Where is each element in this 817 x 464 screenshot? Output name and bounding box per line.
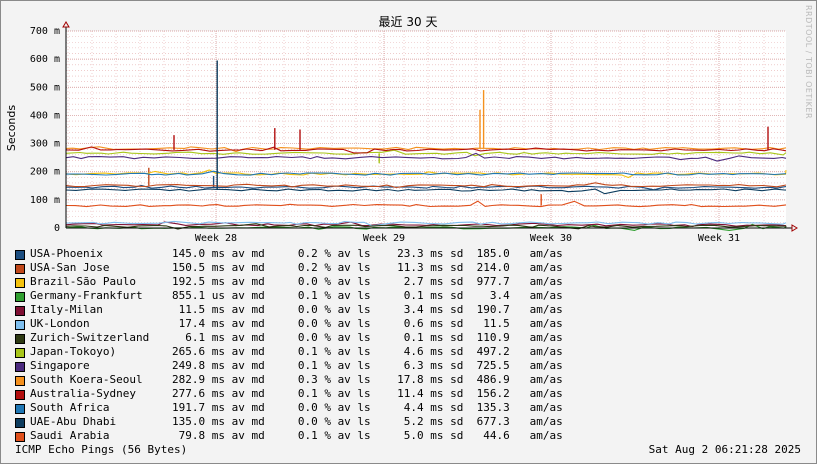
legend-series-stats: 855.1 us av md 0.1 % av ls 0.1 ms sd 3.4…	[172, 289, 563, 302]
y-tick-label: 500 m	[30, 82, 60, 93]
legend-swatch	[15, 320, 25, 330]
y-tick-label: 200 m	[30, 167, 60, 178]
x-tick-label: Week 31	[698, 233, 740, 244]
legend-swatch	[15, 292, 25, 302]
series-line	[65, 223, 787, 230]
x-tick-label: Week 28	[195, 233, 237, 244]
footer-description: ICMP Echo Pings (56 Bytes)	[15, 443, 188, 456]
legend-swatch	[15, 432, 25, 442]
legend-series-name: USA-Phoenix	[30, 247, 103, 260]
legend-series-stats: 17.4 ms av md 0.0 % av ls 0.6 ms sd 11.5…	[172, 317, 563, 330]
series-line	[65, 221, 787, 228]
series-line	[65, 149, 787, 157]
ping-chart: 最近 30 天 Seconds RRDTOOL / TOBI OETIKER 0…	[5, 5, 813, 244]
legend-series-name: USA-San Jose	[30, 261, 110, 274]
legend-series-name: Japan-Tokoyo)	[30, 345, 117, 358]
legend-series-stats: 135.0 ms av md 0.0 % av ls 5.2 ms sd 677…	[172, 415, 563, 428]
legend-series-name: Singapore	[30, 359, 90, 372]
legend-series-stats: 145.0 ms av md 0.2 % av ls 23.3 ms sd 18…	[172, 247, 563, 260]
legend-series-stats: 150.5 ms av md 0.2 % av ls 11.3 ms sd 21…	[172, 261, 563, 274]
series-line	[65, 184, 787, 191]
footer-timestamp: Sat Aug 2 06:21:28 2025	[648, 443, 801, 456]
legend-series-stats: 79.8 ms av md 0.1 % av ls 5.0 ms sd 44.6…	[172, 429, 563, 442]
legend-series-name: UK-London	[30, 317, 90, 330]
legend-swatch	[15, 306, 25, 316]
legend-swatch	[15, 264, 25, 274]
legend-swatch	[15, 278, 25, 288]
legend-series-stats: 265.6 ms av md 0.1 % av ls 4.6 ms sd 497…	[172, 345, 563, 358]
y-axis-arrow	[62, 21, 70, 28]
legend-series-name: UAE-Abu Dhabi	[30, 415, 117, 428]
y-tick-label: 0	[54, 223, 60, 234]
y-tick-label: 700 m	[30, 26, 60, 37]
series-line	[65, 200, 787, 208]
series-line	[65, 170, 787, 176]
legend-series-stats: 277.6 ms av md 0.1 % av ls 11.4 ms sd 15…	[172, 387, 563, 400]
y-tick-label: 400 m	[30, 110, 60, 121]
legend-series-stats: 282.9 ms av md 0.3 % av ls 17.8 ms sd 48…	[172, 373, 563, 386]
legend-series-name: South Africa	[30, 401, 110, 414]
legend-series-stats: 11.5 ms av md 0.0 % av ls 3.4 ms sd 190.…	[172, 303, 563, 316]
y-tick-label: 100 m	[30, 195, 60, 206]
x-tick-label: Week 30	[530, 233, 572, 244]
rrdtool-watermark: RRDTOOL / TOBI OETIKER	[804, 5, 813, 119]
legend-swatch	[15, 376, 25, 386]
legend-swatch	[15, 334, 25, 344]
legend-series-name: South Koera-Seoul	[30, 373, 143, 386]
legend-swatch	[15, 418, 25, 428]
series-line	[65, 220, 787, 227]
legend-series-name: Zurich-Switzerland	[30, 331, 150, 344]
series-line	[65, 182, 787, 189]
legend-swatch	[15, 250, 25, 260]
legend-swatch	[15, 362, 25, 372]
y-tick-label: 300 m	[30, 139, 60, 150]
series-line	[65, 188, 787, 195]
y-tick-label: 600 m	[30, 54, 60, 65]
series-line	[65, 146, 787, 154]
legend-series-name: Australia-Sydney	[30, 387, 136, 400]
chart-title: 最近 30 天	[379, 15, 438, 29]
legend-series-stats: 6.1 ms av md 0.0 % av ls 0.1 ms sd 110.9…	[172, 331, 563, 344]
series-line	[65, 152, 787, 162]
x-axis-arrow	[791, 224, 798, 232]
legend-series-name: Brazil-São Paulo	[30, 275, 136, 288]
legend-series-name: Saudi Arabia	[30, 429, 110, 442]
y-axis-label: Seconds	[5, 105, 18, 151]
legend-swatch	[15, 390, 25, 400]
plot-area	[66, 31, 786, 228]
series-line	[65, 146, 787, 153]
legend-series-stats: 249.8 ms av md 0.1 % av ls 6.3 ms sd 725…	[172, 359, 563, 372]
legend-series-name: Italy-Milan	[30, 303, 103, 316]
legend-series-stats: 191.7 ms av md 0.0 % av ls 4.4 ms sd 135…	[172, 401, 563, 414]
legend-swatch	[15, 404, 25, 414]
legend-series-stats: 192.5 ms av md 0.0 % av ls 2.7 ms sd 977…	[172, 275, 563, 288]
legend-series-name: Germany-Frankfurt	[30, 289, 143, 302]
x-tick-label: Week 29	[363, 233, 405, 244]
legend-swatch	[15, 348, 25, 358]
